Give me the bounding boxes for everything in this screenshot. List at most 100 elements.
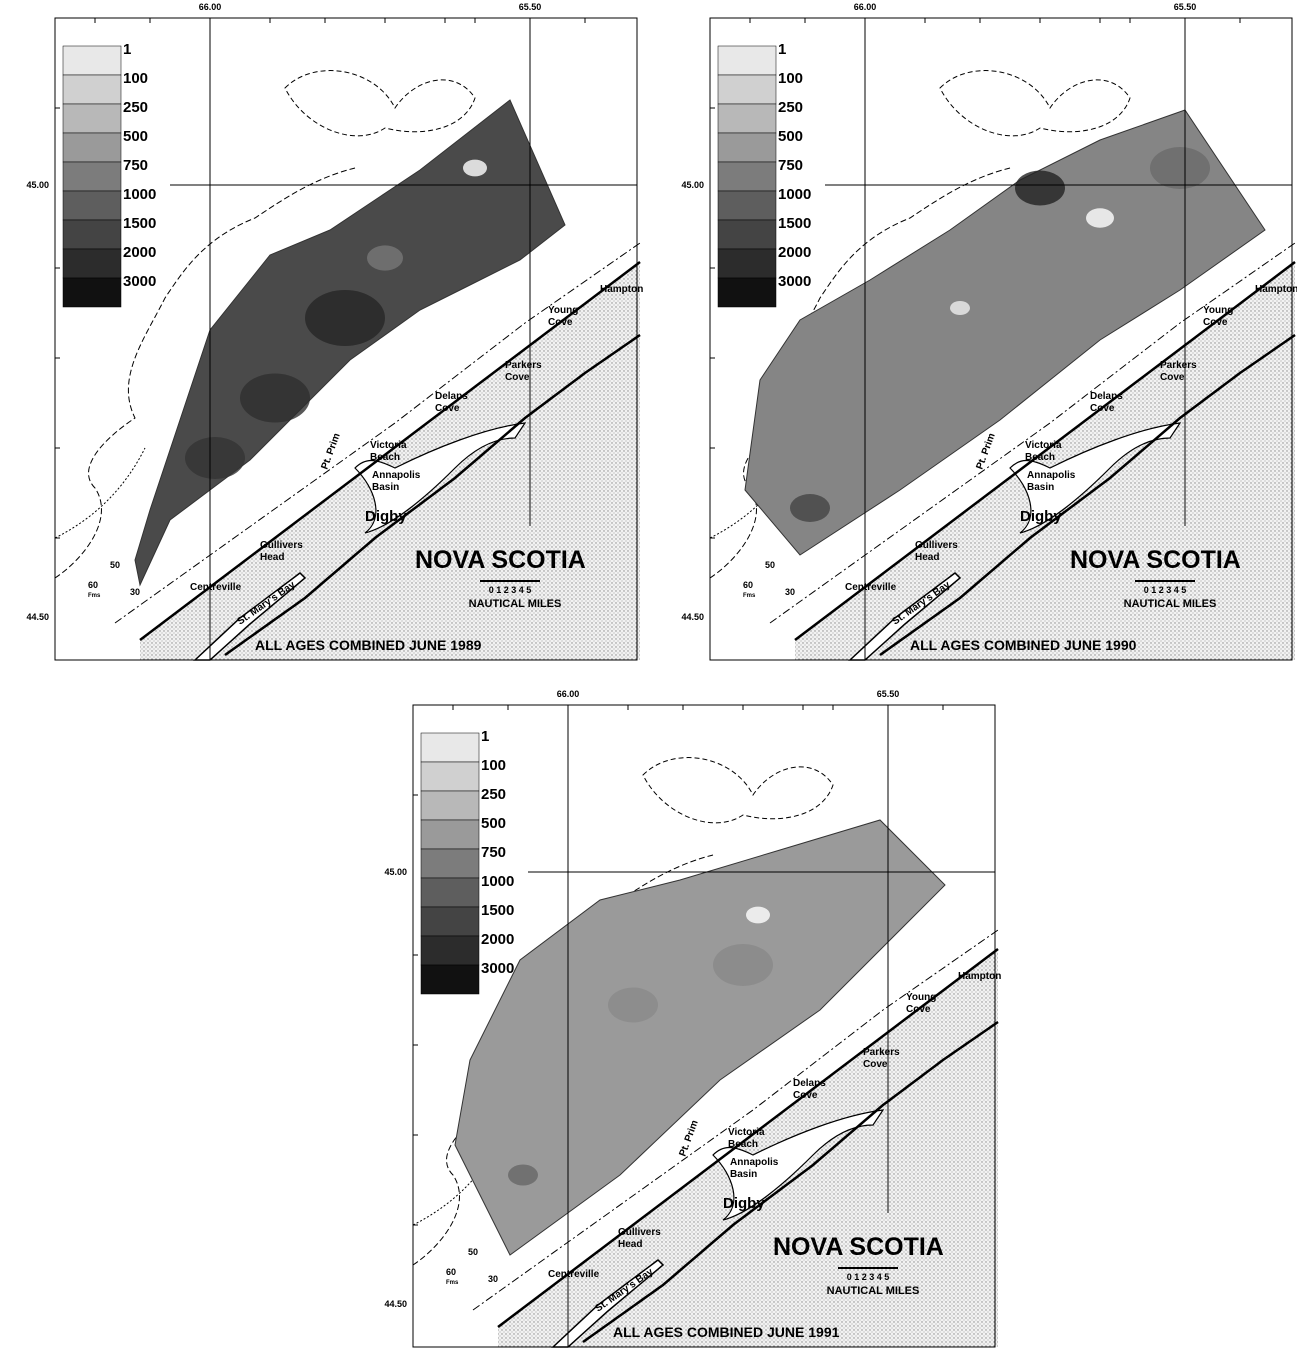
depth-label: Fms xyxy=(446,1280,459,1286)
density-patch xyxy=(608,988,658,1023)
density-patch xyxy=(508,1165,538,1186)
place-name-line: Head xyxy=(260,552,284,563)
density-patch xyxy=(790,494,830,522)
density-patch xyxy=(746,907,770,924)
legend-label: 1500 xyxy=(123,215,156,232)
legend-swatch xyxy=(718,162,776,191)
place-name-line: Head xyxy=(618,1239,642,1250)
legend-swatch xyxy=(421,762,479,791)
place-name-line: Pt. Prim xyxy=(319,432,342,471)
place-name-line: Cove xyxy=(1160,372,1185,383)
place-name: Hampton xyxy=(600,284,643,295)
place-name-line: Parkers xyxy=(863,1047,900,1058)
legend-swatch xyxy=(421,849,479,878)
place-name-line: Young xyxy=(1203,305,1233,316)
depth-label: 60 xyxy=(88,580,98,590)
legend-swatch xyxy=(718,220,776,249)
legend-swatch xyxy=(718,278,776,307)
depth-contour xyxy=(55,448,145,538)
density-patch xyxy=(367,245,403,270)
density-patch xyxy=(1086,208,1114,228)
legend-label: 750 xyxy=(481,844,506,861)
scale-numbers: 0 1 2 3 4 5 xyxy=(489,585,532,595)
place-name-line: Delaps xyxy=(793,1078,826,1089)
place-name-line: Cove xyxy=(793,1090,818,1101)
place-name-line: Head xyxy=(915,552,939,563)
legend-swatch xyxy=(718,75,776,104)
place-name-line: Cove xyxy=(505,372,530,383)
latitude-label: 45.00 xyxy=(681,180,704,190)
legend-swatch xyxy=(718,133,776,162)
latitude-label: 44.50 xyxy=(384,1299,407,1309)
place-name-line: Cove xyxy=(906,1004,931,1015)
map-panel: 66.0065.5045.0044.5011002505007501000150… xyxy=(384,689,1001,1347)
place-name-line: Hampton xyxy=(1255,284,1297,295)
legend-label: 2000 xyxy=(123,244,156,261)
place-name-line: Victoria xyxy=(370,440,407,451)
legend-label: 1500 xyxy=(481,902,514,919)
legend-swatch xyxy=(63,249,121,278)
place-name: Pt. Prim xyxy=(319,432,342,471)
legend-swatch xyxy=(718,46,776,75)
legend-swatch xyxy=(63,191,121,220)
longitude-label: 66.00 xyxy=(199,2,222,12)
longitude-label: 65.50 xyxy=(519,2,542,12)
scale-unit: NAUTICAL MILES xyxy=(827,1285,920,1297)
place-name-line: Annapolis xyxy=(730,1157,779,1168)
place-name-line: Gullivers xyxy=(915,540,958,551)
legend-label: 100 xyxy=(778,70,803,87)
place-name-line: Beach xyxy=(370,452,400,463)
place-name-line: Digby xyxy=(723,1195,765,1212)
legend-swatch xyxy=(63,75,121,104)
page: {"panels": [ {"x_labels": ["66.00", "65.… xyxy=(0,0,1297,1356)
place-name-line: Pt. Prim xyxy=(974,432,997,471)
longitude-label: 65.50 xyxy=(1174,2,1197,12)
place-name: Centreville xyxy=(190,582,242,593)
place-name-line: Parkers xyxy=(1160,360,1197,371)
place-name: Hampton xyxy=(1255,284,1297,295)
scale-numbers: 0 1 2 3 4 5 xyxy=(1144,585,1187,595)
legend-swatch xyxy=(63,104,121,133)
legend-label: 1 xyxy=(481,728,489,745)
legend-label: 1 xyxy=(778,41,786,58)
legend-label: 250 xyxy=(481,786,506,803)
place-name-line: Gullivers xyxy=(618,1227,661,1238)
legend-label: 500 xyxy=(481,815,506,832)
longitude-label: 66.00 xyxy=(557,689,580,699)
density-patch xyxy=(185,437,245,479)
place-name-line: Annapolis xyxy=(372,470,421,481)
place-name-line: Hampton xyxy=(600,284,643,295)
legend-swatch xyxy=(421,820,479,849)
legend-swatch xyxy=(718,249,776,278)
place-name-line: Cove xyxy=(1090,403,1115,414)
scale-numbers: 0 1 2 3 4 5 xyxy=(847,1272,890,1282)
legend-swatch xyxy=(421,907,479,936)
place-name-line: Cove xyxy=(863,1059,888,1070)
scale-unit: NAUTICAL MILES xyxy=(469,598,562,610)
region-label: NOVA SCOTIA xyxy=(1070,546,1241,574)
legend-label: 1000 xyxy=(778,186,811,203)
legend-label: 250 xyxy=(123,99,148,116)
legend-swatch xyxy=(718,104,776,133)
legend-swatch xyxy=(421,965,479,994)
density-patch xyxy=(713,944,773,986)
legend-label: 2000 xyxy=(778,244,811,261)
depth-label: 60 xyxy=(446,1267,456,1277)
latitude-label: 45.00 xyxy=(26,180,49,190)
place-name-line: Centreville xyxy=(845,582,897,593)
latitude-label: 45.00 xyxy=(384,867,407,877)
place-name: Hampton xyxy=(958,971,1001,982)
place-name-line: Beach xyxy=(1025,452,1055,463)
depth-label: 30 xyxy=(130,587,140,597)
place-name-line: Centreville xyxy=(190,582,242,593)
legend-swatch xyxy=(63,46,121,75)
legend-label: 250 xyxy=(778,99,803,116)
density-patch xyxy=(1015,171,1065,206)
place-name: Pt. Prim xyxy=(974,432,997,471)
legend-swatch xyxy=(718,191,776,220)
map-title: ALL AGES COMBINED JUNE 1990 xyxy=(910,637,1137,653)
depth-label: Fms xyxy=(743,593,756,599)
place-name-line: Victoria xyxy=(1025,440,1062,451)
legend-swatch xyxy=(63,162,121,191)
